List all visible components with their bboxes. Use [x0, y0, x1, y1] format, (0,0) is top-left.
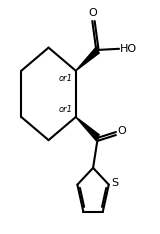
Text: HO: HO — [120, 44, 137, 54]
Text: O: O — [89, 8, 97, 18]
Polygon shape — [76, 117, 99, 141]
Text: O: O — [117, 126, 126, 136]
Text: or1: or1 — [59, 105, 73, 113]
Text: S: S — [112, 179, 119, 189]
Text: or1: or1 — [59, 74, 73, 83]
Polygon shape — [76, 47, 99, 71]
